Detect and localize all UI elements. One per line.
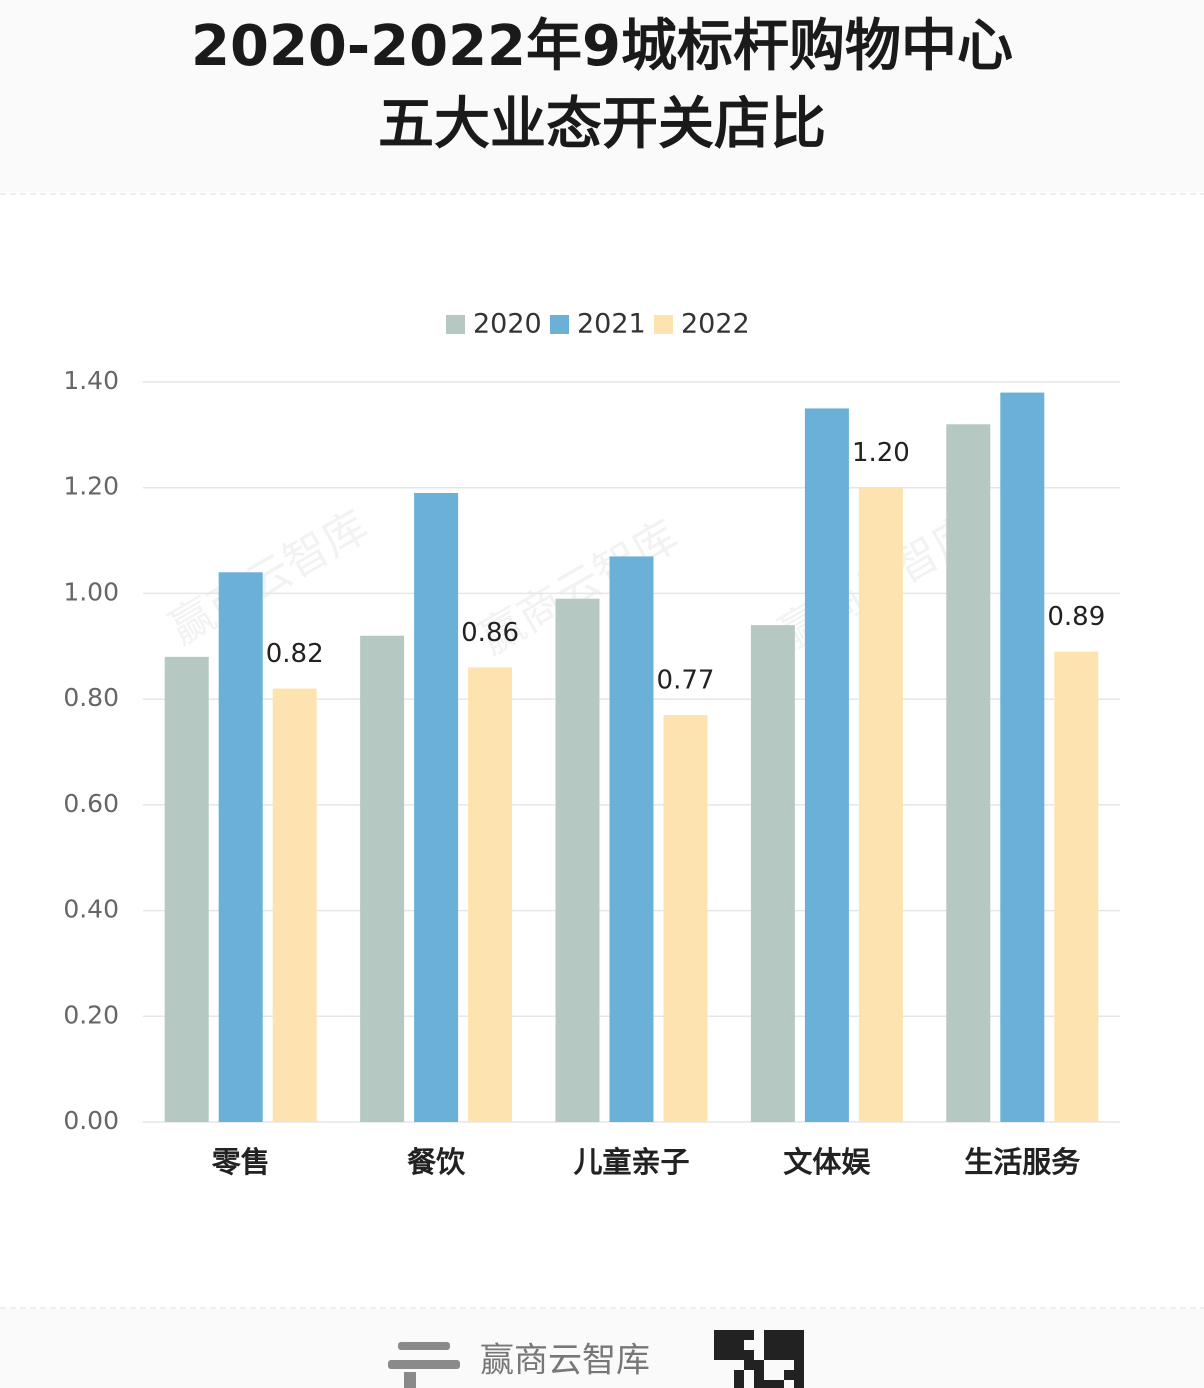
bar xyxy=(360,635,405,1122)
y-tick-label: 0.60 xyxy=(63,789,119,818)
footer-logo xyxy=(388,1342,460,1388)
y-tick-label: 0.80 xyxy=(63,683,119,712)
qr-cell xyxy=(774,1350,784,1360)
legend-label: 2020 xyxy=(473,309,542,340)
qr-cell xyxy=(744,1330,754,1340)
qr-cell xyxy=(714,1350,724,1360)
qr-cell xyxy=(774,1380,784,1388)
qr-cell xyxy=(714,1340,724,1350)
legend-label: 2021 xyxy=(577,309,646,340)
x-tick-label: 文体娱 xyxy=(783,1145,871,1179)
legend-label: 2022 xyxy=(681,309,750,340)
footer-brand: 赢商云智库 xyxy=(480,1341,650,1381)
x-tick-label: 儿童亲子 xyxy=(573,1145,689,1179)
data-label: 0.86 xyxy=(461,618,519,648)
qr-cell xyxy=(734,1370,744,1380)
qr-cell xyxy=(784,1370,794,1380)
bar xyxy=(272,688,317,1122)
qr-cell xyxy=(744,1350,754,1360)
bar xyxy=(858,487,903,1122)
qr-cell xyxy=(754,1370,764,1380)
qr-cell xyxy=(744,1360,754,1370)
bar xyxy=(946,424,991,1122)
qr-cell xyxy=(724,1350,734,1360)
qr-cell xyxy=(724,1330,734,1340)
legend-swatch xyxy=(446,315,465,334)
qr-cell xyxy=(734,1330,744,1340)
y-tick-label: 1.40 xyxy=(63,366,119,395)
qr-cell xyxy=(784,1350,794,1360)
qr-cell xyxy=(784,1340,794,1350)
chart-title: 五大业态开关店比 xyxy=(378,92,826,157)
y-tick-label: 1.00 xyxy=(63,577,119,606)
bar xyxy=(804,408,849,1122)
y-tick-label: 0.20 xyxy=(63,1000,119,1029)
y-tick-label: 0.40 xyxy=(63,895,119,924)
qr-cell xyxy=(794,1340,804,1350)
bar xyxy=(1054,651,1099,1122)
qr-cell xyxy=(714,1330,724,1340)
qr-cell xyxy=(754,1380,764,1388)
data-label: 1.20 xyxy=(852,438,910,468)
x-tick-label: 零售 xyxy=(212,1145,270,1179)
y-tick-label: 0.00 xyxy=(63,1106,119,1135)
bar xyxy=(609,556,654,1122)
chart-title: 2020-2022年9城标杆购物中心 xyxy=(191,14,1013,79)
qr-cell xyxy=(764,1380,774,1388)
qr-cell xyxy=(774,1330,784,1340)
qr-cell xyxy=(734,1380,744,1388)
qr-code xyxy=(714,1330,804,1388)
footer-band xyxy=(0,1309,1204,1388)
legend-swatch xyxy=(654,315,673,334)
bar xyxy=(468,667,513,1122)
bar xyxy=(555,598,600,1122)
bar xyxy=(750,625,795,1122)
qr-cell xyxy=(794,1380,804,1388)
header-band xyxy=(0,0,1204,192)
bar xyxy=(218,572,263,1122)
qr-cell xyxy=(764,1330,774,1340)
qr-cell xyxy=(794,1360,804,1370)
bar xyxy=(1000,392,1045,1123)
data-label: 0.77 xyxy=(657,666,715,696)
qr-cell xyxy=(754,1360,764,1370)
qr-cell xyxy=(774,1340,784,1350)
y-tick-label: 1.20 xyxy=(63,472,119,501)
qr-cell xyxy=(764,1340,774,1350)
legend-swatch xyxy=(550,315,569,334)
x-tick-label: 生活服务 xyxy=(964,1145,1080,1179)
qr-cell xyxy=(734,1350,744,1360)
qr-cell xyxy=(794,1350,804,1360)
bar xyxy=(414,493,459,1122)
bar xyxy=(663,715,708,1122)
data-label: 0.82 xyxy=(266,639,324,669)
qr-cell xyxy=(724,1340,734,1350)
qr-cell xyxy=(734,1340,744,1350)
qr-cell xyxy=(794,1370,804,1380)
qr-cell xyxy=(794,1330,804,1340)
bar xyxy=(164,656,209,1122)
qr-cell xyxy=(764,1350,774,1360)
data-label: 0.89 xyxy=(1047,602,1105,632)
x-tick-label: 餐饮 xyxy=(407,1145,466,1179)
qr-cell xyxy=(784,1330,794,1340)
